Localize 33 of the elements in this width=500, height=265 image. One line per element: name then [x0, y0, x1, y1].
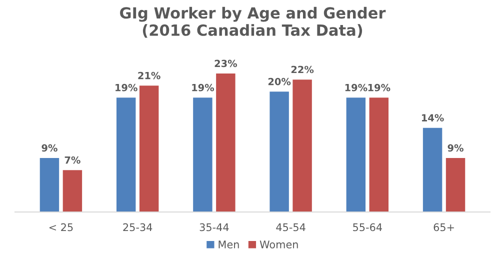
data-label: 14% [422, 114, 444, 122]
x-tick-label: 65+ [434, 223, 454, 232]
data-label: 7% [64, 156, 80, 164]
data-label: 19% [192, 84, 214, 92]
bar [269, 90, 290, 212]
x-tick-label: < 25 [49, 223, 73, 232]
data-label: 22% [291, 66, 314, 74]
data-label: 20% [268, 78, 291, 86]
bar [422, 127, 443, 212]
chart-title: GIg Worker by Age and Gender (2016 Canadian Tax Data) [120, 6, 386, 38]
bar [445, 157, 466, 212]
bar [62, 169, 83, 212]
bar [138, 84, 160, 212]
data-label: 19% [345, 84, 368, 92]
bar [39, 157, 60, 212]
legend-label: Men [218, 240, 239, 248]
bar [116, 96, 136, 212]
x-tick-label: 45-54 [276, 223, 306, 232]
bar [346, 96, 366, 212]
bar [368, 96, 390, 212]
x-tick-label: 55-64 [353, 223, 382, 232]
bar [215, 72, 236, 212]
x-tick-label: 35-44 [200, 223, 229, 232]
data-label: 9% [42, 144, 58, 152]
bar [192, 96, 214, 212]
bar [292, 78, 313, 212]
data-label: 21% [138, 72, 160, 80]
x-tick-label: 25-34 [123, 223, 152, 232]
data-label: 19% [116, 84, 138, 92]
data-label: 23% [214, 60, 238, 68]
data-label: 19% [368, 84, 390, 92]
legend-label: Women [260, 240, 298, 248]
data-label: 9% [448, 144, 464, 152]
